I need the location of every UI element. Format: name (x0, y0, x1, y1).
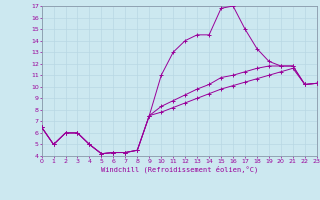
X-axis label: Windchill (Refroidissement éolien,°C): Windchill (Refroidissement éolien,°C) (100, 165, 258, 173)
